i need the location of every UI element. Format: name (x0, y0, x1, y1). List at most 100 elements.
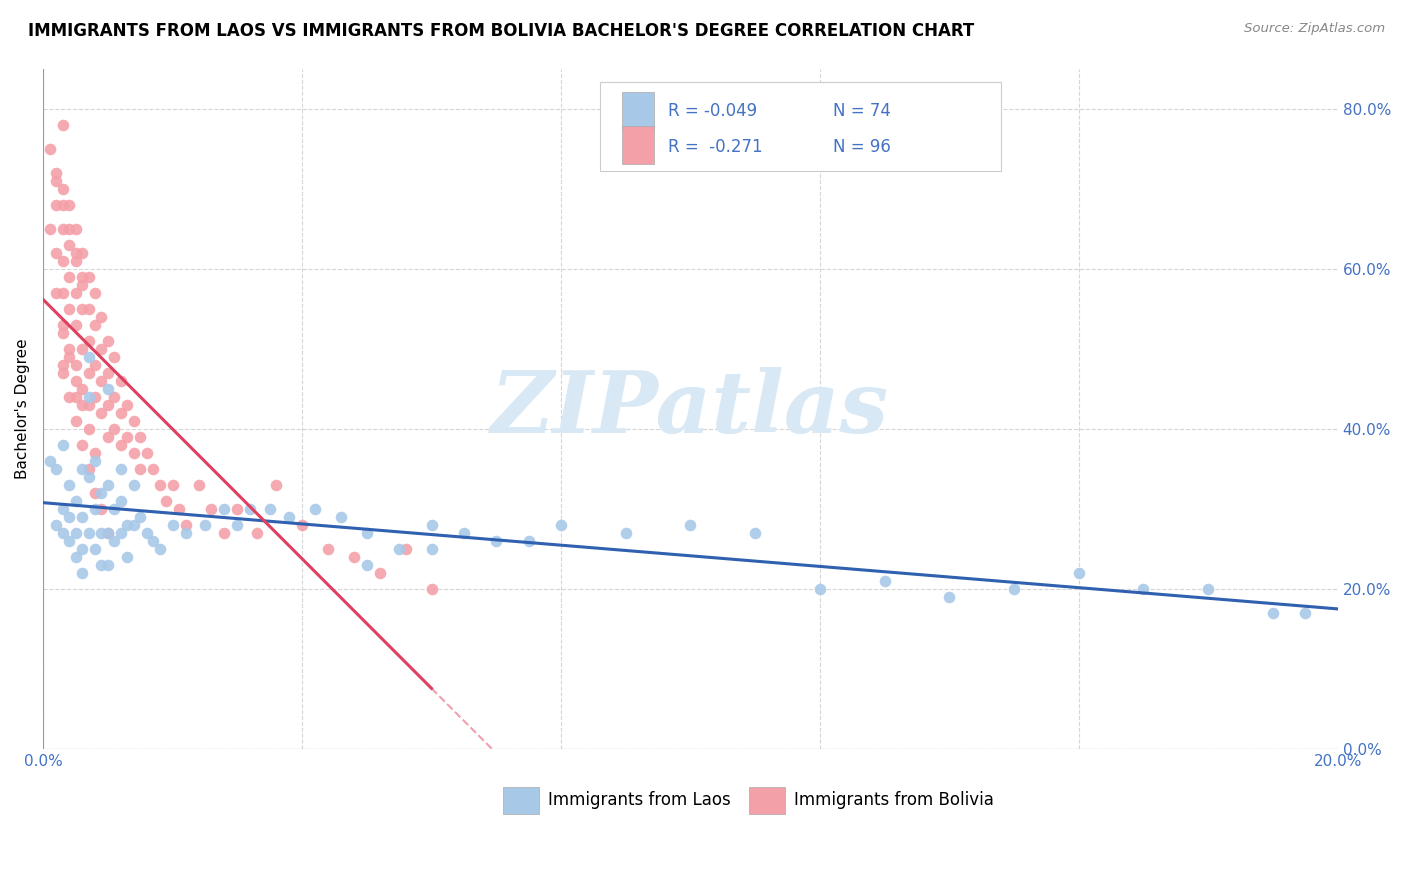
Point (90, 486, 112, 500)
Point (84, 390, 107, 404)
Point (70, 245, 93, 260)
Point (77, 422, 100, 436)
Point (52, 358, 75, 372)
Point (135, 526, 157, 541)
Bar (621, 93, 654, 130)
Point (65, 285, 87, 300)
Point (77, 269, 100, 284)
Point (97, 526, 120, 541)
Point (45, 462, 67, 476)
Point (97, 478, 120, 492)
Point (52, 118, 75, 132)
Point (70, 566, 93, 580)
Point (122, 518, 145, 533)
Point (52, 318, 75, 332)
Point (420, 518, 443, 533)
Point (90, 310, 112, 324)
Point (84, 502, 107, 516)
Point (97, 430, 120, 444)
Point (52, 366, 75, 380)
Point (70, 382, 93, 396)
Point (65, 245, 87, 260)
Point (52, 197, 75, 211)
Text: Immigrants from Bolivia: Immigrants from Bolivia (794, 791, 994, 809)
Text: Immigrants from Laos: Immigrants from Laos (548, 791, 731, 809)
Point (808, 582, 831, 596)
Point (129, 430, 152, 444)
Point (110, 526, 132, 541)
Point (162, 478, 184, 492)
Point (90, 374, 112, 388)
Point (1067, 566, 1090, 580)
Point (1132, 582, 1154, 596)
Point (420, 582, 443, 596)
FancyBboxPatch shape (600, 82, 1001, 170)
Point (679, 518, 702, 533)
Point (97, 398, 120, 412)
Point (65, 358, 87, 372)
Bar (621, 127, 654, 164)
Point (70, 438, 93, 452)
Point (517, 534, 540, 549)
Point (1002, 582, 1025, 596)
Point (110, 374, 132, 388)
Point (84, 285, 107, 300)
Point (614, 526, 637, 541)
Point (84, 454, 107, 468)
Point (58, 269, 80, 284)
Point (226, 502, 249, 516)
Point (70, 462, 93, 476)
Point (58, 301, 80, 316)
Point (110, 462, 132, 476)
Point (103, 390, 125, 404)
Point (485, 534, 508, 549)
Point (84, 318, 107, 332)
Point (194, 518, 217, 533)
Point (110, 494, 132, 508)
Point (1294, 606, 1316, 620)
Point (97, 382, 120, 396)
Point (70, 269, 93, 284)
Point (395, 542, 418, 557)
Point (70, 277, 93, 292)
Point (70, 542, 93, 557)
Point (65, 374, 87, 388)
Point (239, 502, 262, 516)
Point (45, 166, 67, 180)
Point (453, 526, 475, 541)
Point (304, 502, 326, 516)
Text: N = 96: N = 96 (832, 137, 890, 156)
Point (90, 502, 112, 516)
Point (103, 534, 125, 549)
Point (70, 342, 93, 356)
Point (259, 502, 281, 516)
Point (97, 334, 120, 348)
Text: R =  -0.271: R = -0.271 (668, 137, 763, 156)
Point (264, 478, 287, 492)
Point (77, 301, 100, 316)
Point (135, 446, 157, 460)
Point (329, 510, 352, 524)
Point (97, 366, 120, 380)
Text: Source: ZipAtlas.com: Source: ZipAtlas.com (1244, 22, 1385, 36)
Point (45, 518, 67, 533)
Point (65, 550, 87, 565)
Point (65, 494, 87, 508)
Point (58, 478, 80, 492)
Point (52, 182, 75, 196)
Point (187, 478, 209, 492)
Point (77, 526, 100, 541)
Point (77, 366, 100, 380)
Point (84, 446, 107, 460)
Text: N = 74: N = 74 (832, 103, 890, 120)
Point (77, 390, 100, 404)
Point (122, 446, 145, 460)
Point (90, 342, 112, 356)
Point (149, 478, 172, 492)
Y-axis label: Bachelor's Degree: Bachelor's Degree (15, 339, 30, 479)
Point (58, 237, 80, 252)
Point (45, 197, 67, 211)
Point (214, 526, 236, 541)
Point (65, 390, 87, 404)
Point (129, 510, 152, 524)
